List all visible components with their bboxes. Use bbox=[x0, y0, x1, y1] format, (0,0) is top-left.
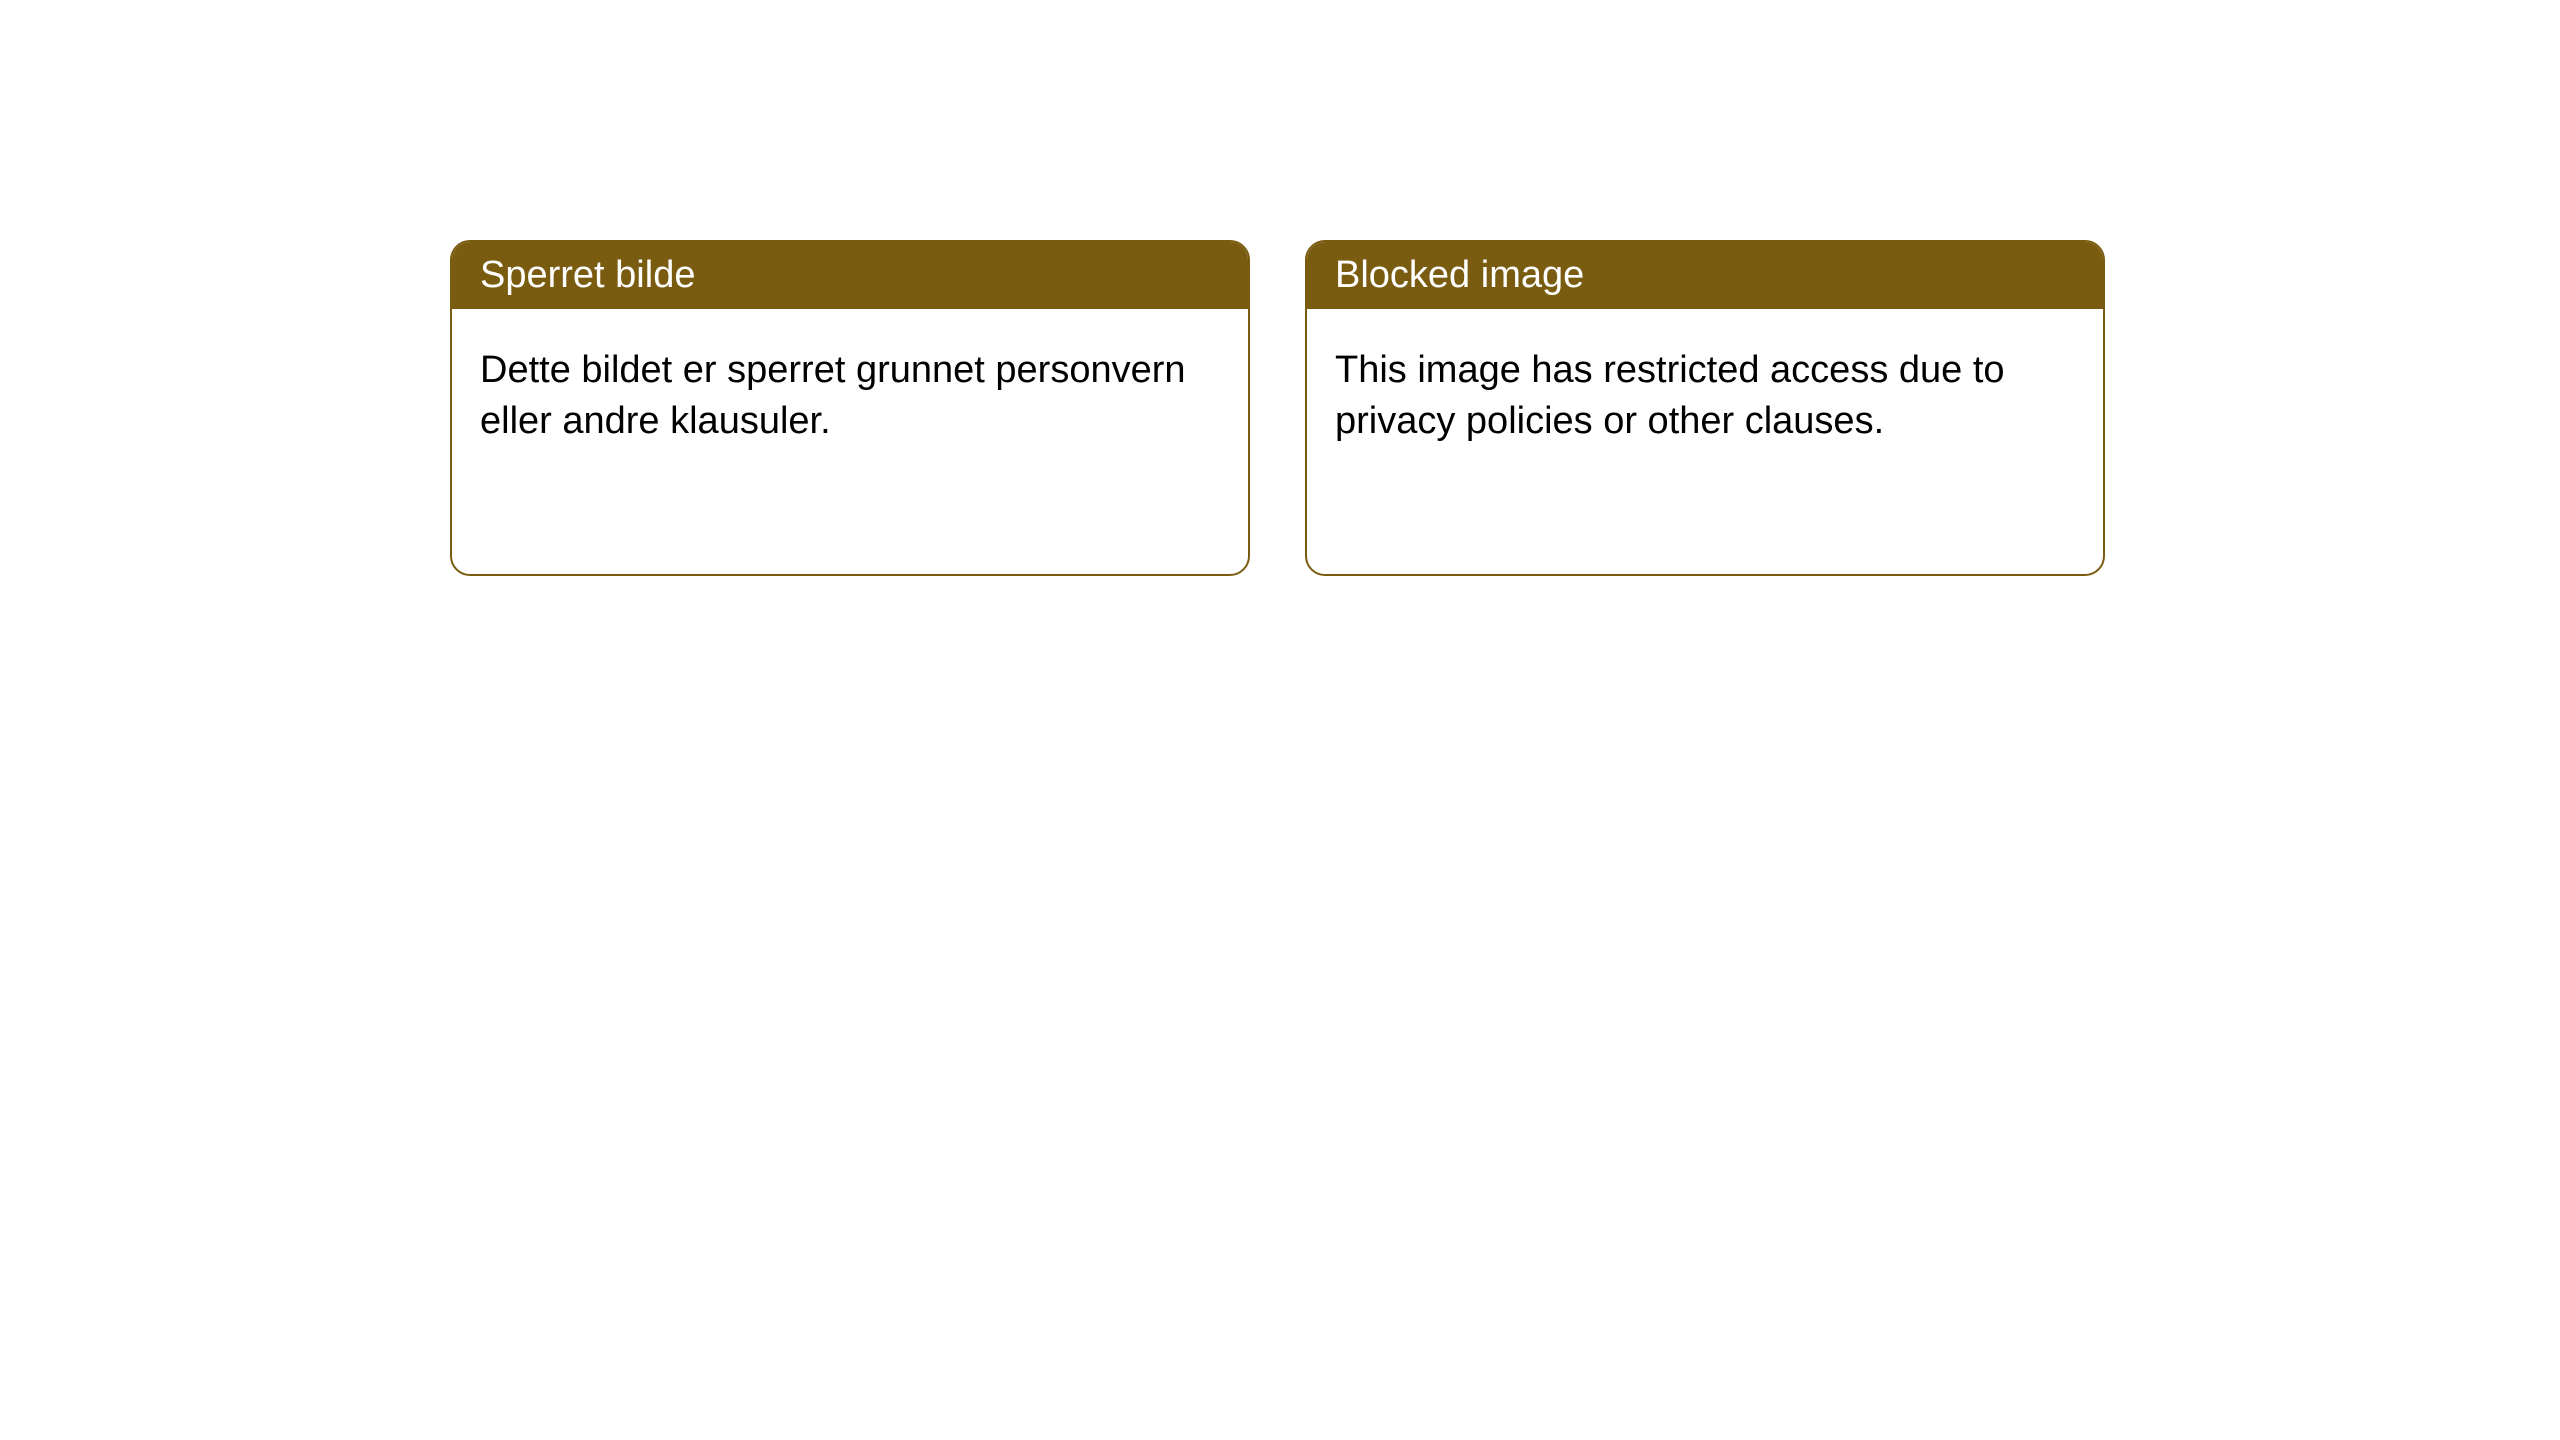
card-body-english: This image has restricted access due to … bbox=[1307, 309, 2103, 484]
card-header-norwegian: Sperret bilde bbox=[452, 242, 1248, 309]
card-text-norwegian: Dette bildet er sperret grunnet personve… bbox=[480, 349, 1186, 442]
card-body-norwegian: Dette bildet er sperret grunnet personve… bbox=[452, 309, 1248, 484]
card-text-english: This image has restricted access due to … bbox=[1335, 349, 2005, 442]
card-header-english: Blocked image bbox=[1307, 242, 2103, 309]
card-title-english: Blocked image bbox=[1335, 254, 1584, 296]
card-title-norwegian: Sperret bilde bbox=[480, 254, 695, 296]
card-english: Blocked image This image has restricted … bbox=[1305, 240, 2105, 576]
cards-container: Sperret bilde Dette bildet er sperret gr… bbox=[0, 0, 2560, 576]
card-norwegian: Sperret bilde Dette bildet er sperret gr… bbox=[450, 240, 1250, 576]
